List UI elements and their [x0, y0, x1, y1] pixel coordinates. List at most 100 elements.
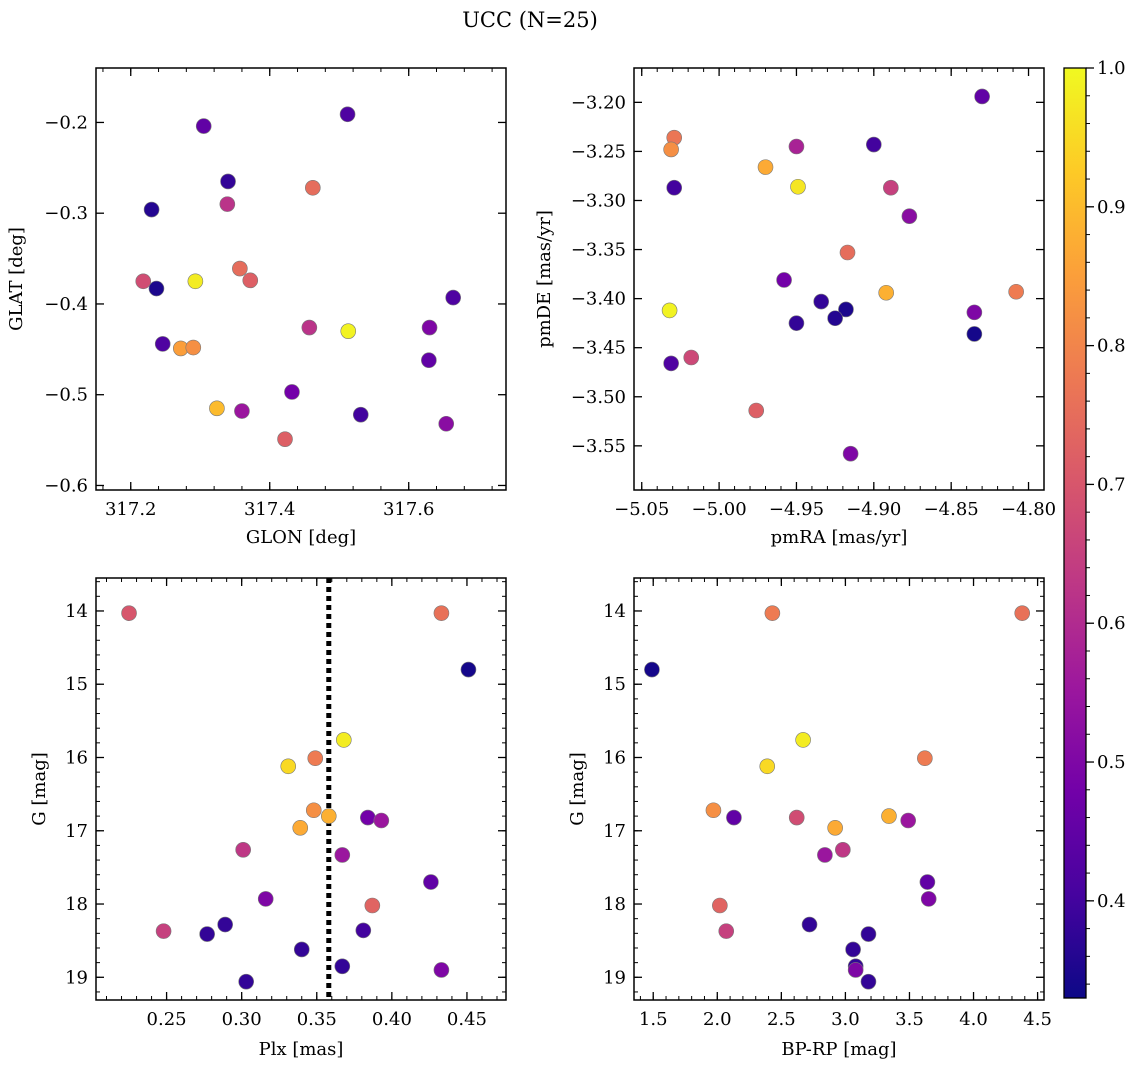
scatter-point [280, 758, 297, 775]
x-tick-label: 4.5 [1023, 1009, 1052, 1030]
scatter-point [839, 244, 856, 261]
y-axis-label: G [mag] [29, 752, 50, 825]
scatter-point [788, 315, 805, 331]
scatter-point [340, 323, 357, 339]
y-tick-label: 18 [65, 894, 88, 915]
scatter-point [795, 732, 811, 748]
y-tick-label: −3.25 [571, 141, 626, 162]
x-axis-label: pmRA [mas/yr] [771, 527, 908, 548]
colorbar-tick-label: 0.8 [1097, 336, 1126, 357]
x-tick-label: 3.5 [895, 1009, 924, 1030]
y-tick-label: −0.3 [44, 203, 88, 224]
y-tick-label: −3.55 [571, 436, 626, 457]
y-tick-label: −3.35 [571, 240, 626, 261]
scatter-point [838, 301, 854, 318]
panel-plx-g: 0.25 0.30 0.35 0.40 0.45 14 15 16 17 18 19 Plx [mas… [29, 577, 507, 1060]
scatter-point [305, 179, 321, 196]
scatter-points [661, 88, 1024, 462]
panel-bprp-g: 1.5 2.0 2.5 3.0 3.5 4.0 4.5 14 15 16 17 18 19 BP-RP [… [567, 577, 1052, 1060]
scatter-point [813, 293, 830, 310]
scatter-point [900, 812, 916, 829]
y-axis-label: GLAT [deg] [6, 227, 27, 331]
x-axis-label: BP-RP [mag] [781, 1039, 896, 1060]
scatter-point [878, 284, 894, 301]
scatter-point [257, 891, 274, 907]
x-tick-label: 4.0 [959, 1009, 988, 1030]
colorbar-tick-label: 0.5 [1097, 752, 1126, 773]
plot-frame [95, 67, 507, 491]
scatter-point [666, 179, 683, 196]
scatter-point [788, 809, 805, 826]
y-tick-label: −0.4 [44, 294, 88, 315]
scatter-point [334, 958, 351, 975]
scatter-point [860, 926, 877, 942]
scatter-point [121, 605, 137, 621]
y-tick-label: 18 [603, 894, 626, 915]
y-tick-label: −0.2 [44, 112, 88, 133]
scatter-point [433, 605, 450, 621]
scatter-point [847, 962, 864, 978]
scatter-point [334, 847, 351, 863]
x-tick-label: −5.00 [692, 499, 747, 520]
scatter-point [195, 118, 212, 134]
y-tick-label: 19 [603, 967, 626, 988]
scatter-point [135, 273, 152, 290]
scatter-point [801, 916, 818, 933]
x-tick-label: −4.95 [769, 499, 824, 520]
scatter-point [1008, 283, 1024, 300]
scatter-point [277, 431, 293, 447]
scatter-point [293, 941, 310, 958]
y-tick-label: 16 [603, 747, 626, 768]
scatter-point [683, 349, 700, 366]
x-tick-label: 0.25 [147, 1009, 187, 1030]
x-axis-label: GLON [deg] [246, 527, 356, 548]
scatter-point [712, 897, 728, 914]
scatter-point [242, 272, 259, 289]
scatter-point [901, 208, 918, 224]
scatter-point [284, 384, 300, 400]
scatter-point [143, 201, 160, 218]
scatter-point [339, 106, 356, 123]
scatter-point [790, 178, 806, 195]
panel-glon-glat: 317.2 317.4 317.6 −0.2 −0.3 −0.4 −0.5 −0.6 GLON … [6, 67, 507, 548]
x-tick-label: −4.85 [924, 499, 979, 520]
scatter-point [373, 812, 390, 829]
scatter-point [421, 352, 437, 369]
scatter-point [217, 916, 233, 933]
colorbar-tick-label: 0.6 [1097, 613, 1126, 634]
scatter-point [445, 289, 461, 306]
x-tick-label: −4.90 [846, 499, 901, 520]
plot-frame [633, 67, 1045, 491]
y-tick-label: 16 [65, 747, 88, 768]
scatter-point [423, 874, 439, 890]
x-tick-label: −4.80 [1001, 499, 1056, 520]
y-tick-label: −3.45 [571, 338, 626, 359]
scatter-point [920, 891, 937, 907]
scatter-point [835, 842, 851, 858]
panel-pmra-pmde: −5.05 −5.00 −4.95 −4.90 −4.85 −4.80 −3.20 −3.25… [534, 67, 1056, 548]
scatter-points [644, 605, 1031, 990]
scatter-point [305, 802, 322, 819]
scatter-point [1014, 605, 1031, 621]
scatter-point [644, 661, 660, 678]
scatter-point [757, 159, 774, 175]
x-tick-label: 3.0 [831, 1009, 860, 1030]
x-tick-label: 1.5 [639, 1009, 668, 1030]
x-tick-label: 317.2 [105, 499, 157, 520]
x-tick-label: 317.6 [383, 499, 435, 520]
scatter-point [788, 138, 805, 155]
scatter-point [759, 758, 776, 775]
scatter-point [220, 173, 236, 190]
y-tick-label: −3.30 [571, 190, 626, 211]
scatter-point [974, 88, 990, 105]
y-axis-label: G [mag] [567, 752, 588, 825]
plot-frame [633, 577, 1045, 1001]
colorbar-tick-label: 0.4 [1097, 891, 1126, 912]
y-axis-label: pmDE [mas/yr] [534, 210, 555, 348]
y-tick-label: 15 [65, 674, 88, 695]
scatter-point [705, 802, 722, 819]
scatter-point [764, 605, 781, 621]
scatter-point [845, 941, 861, 958]
figure-title: UCC (N=25) [462, 8, 598, 32]
